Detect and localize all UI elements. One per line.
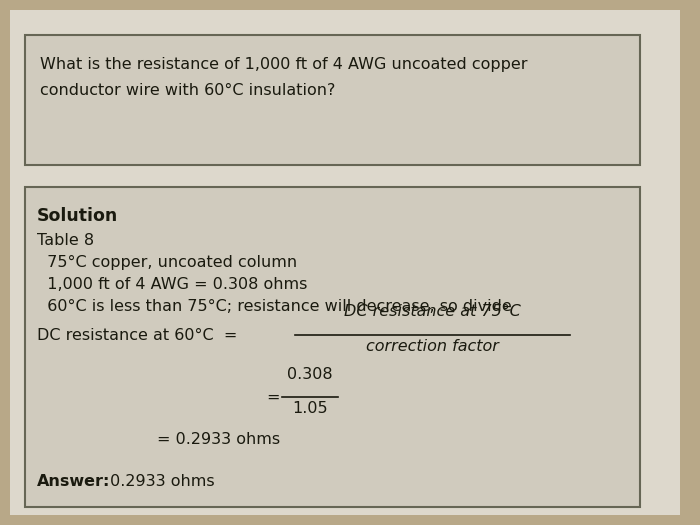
Text: DC resistance at 75°C: DC resistance at 75°C — [344, 304, 521, 319]
Text: 60°C is less than 75°C; resistance will decrease, so divide: 60°C is less than 75°C; resistance will … — [37, 299, 512, 314]
Text: 0.2933 ohms: 0.2933 ohms — [105, 474, 215, 489]
Text: Answer:: Answer: — [37, 474, 111, 489]
Text: 1.05: 1.05 — [292, 401, 328, 416]
Text: DC resistance at 60°C  =: DC resistance at 60°C = — [37, 328, 237, 342]
Text: conductor wire with 60°C insulation?: conductor wire with 60°C insulation? — [40, 83, 335, 98]
Text: =: = — [267, 390, 280, 404]
Text: Table 8: Table 8 — [37, 233, 94, 248]
Bar — [25, 35, 640, 165]
Text: 1,000 ft of 4 AWG = 0.308 ohms: 1,000 ft of 4 AWG = 0.308 ohms — [37, 277, 307, 292]
Text: 0.308: 0.308 — [287, 367, 332, 382]
Bar — [25, 187, 640, 507]
Text: Solution: Solution — [37, 207, 118, 225]
Text: What is the resistance of 1,000 ft of 4 AWG uncoated copper: What is the resistance of 1,000 ft of 4 … — [40, 57, 528, 72]
Text: correction factor: correction factor — [366, 339, 499, 354]
Text: 75°C copper, uncoated column: 75°C copper, uncoated column — [37, 255, 297, 270]
Text: = 0.2933 ohms: = 0.2933 ohms — [157, 432, 280, 446]
